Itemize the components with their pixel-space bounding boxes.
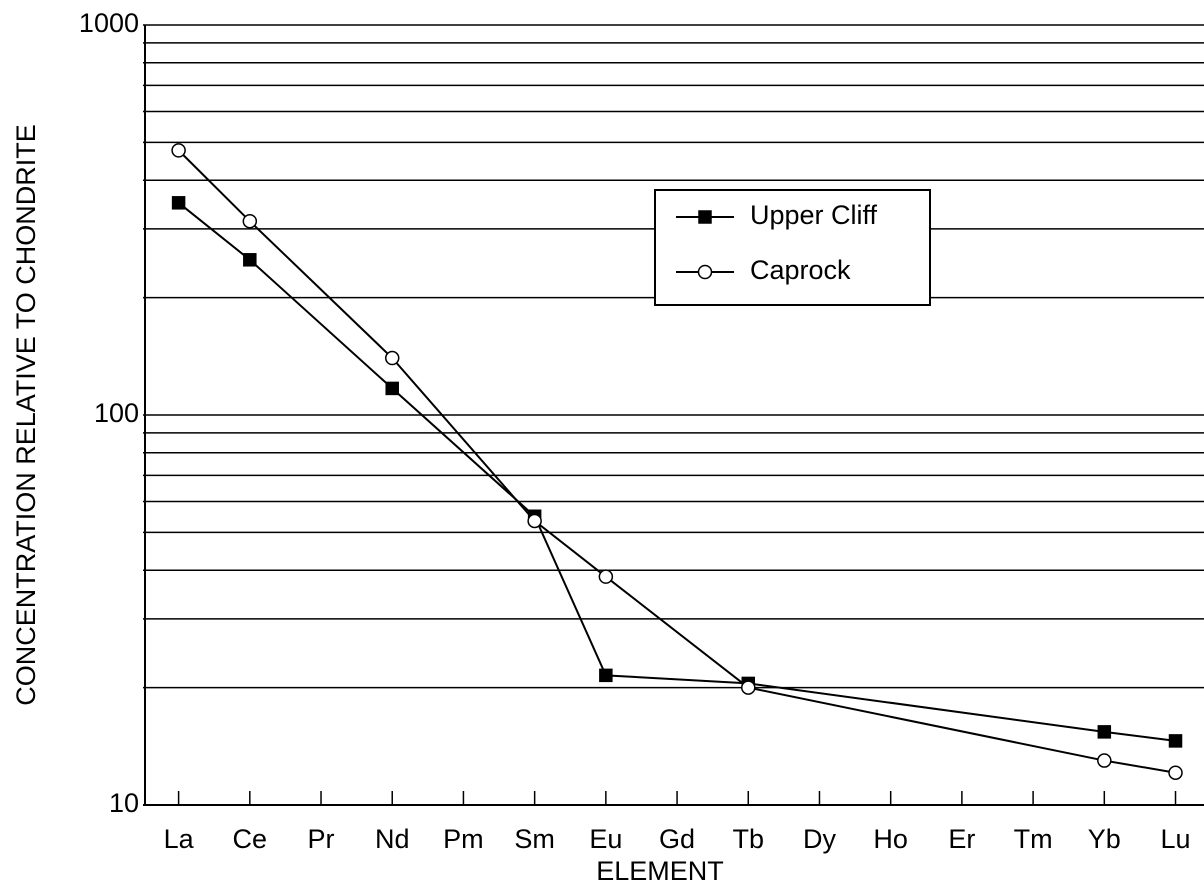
data-point (1168, 765, 1183, 780)
x-tick-label: Nd (375, 824, 410, 854)
y-tick-label: 1000 (79, 8, 139, 38)
data-point (243, 253, 257, 267)
data-point (527, 513, 542, 529)
x-tick-label: Dy (803, 824, 836, 854)
x-tick-label: Sm (514, 824, 555, 854)
data-point (242, 213, 258, 229)
legend-marker (698, 210, 712, 224)
legend-label: Upper Cliff (750, 200, 878, 230)
x-tick-label: Er (948, 824, 975, 854)
data-point (385, 381, 399, 396)
data-point (1097, 753, 1112, 768)
data-point (1097, 725, 1112, 739)
x-tick-label: Lu (1160, 824, 1190, 854)
data-point (171, 143, 186, 158)
series-line (177, 149, 1176, 774)
data-point (1168, 734, 1183, 748)
y-axis-label: CONCENTRATION RELATIVE TO CHONDRITE (11, 124, 41, 706)
x-tick-label: Gd (659, 824, 695, 854)
data-point (741, 680, 756, 695)
data-point (384, 350, 400, 366)
data-point (599, 668, 613, 683)
legend-label: Caprock (750, 255, 851, 285)
y-tick-label: 10 (109, 788, 139, 818)
x-axis-label: ELEMENT (596, 856, 724, 886)
x-tick-label: Ho (873, 824, 908, 854)
legend: Upper Cliff Caprock (654, 189, 931, 306)
series-line (177, 202, 1176, 742)
x-tick-label: Eu (589, 824, 622, 854)
data-point (171, 196, 186, 210)
y-tick-label: 100 (94, 398, 139, 428)
x-tick-label: Pm (443, 824, 484, 854)
legend-box (654, 189, 931, 306)
x-tick-label: Tm (1014, 824, 1053, 854)
legend-marker (697, 264, 713, 280)
x-tick-label: Pr (308, 824, 335, 854)
x-tick-label: Ce (233, 824, 268, 854)
x-tick-label: Yb (1088, 824, 1121, 854)
x-tick-label: La (164, 824, 195, 854)
data-point (598, 569, 614, 584)
x-tick-label: Tb (733, 824, 765, 854)
